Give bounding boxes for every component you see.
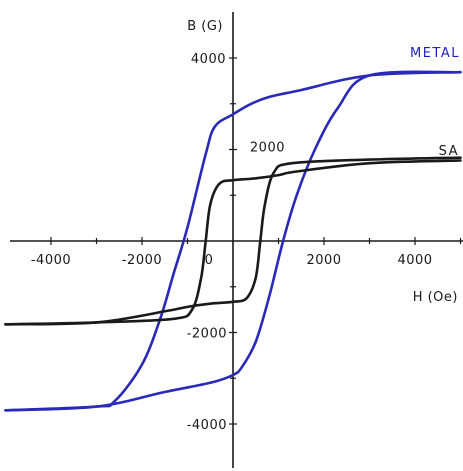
x-tick-label: 4000 xyxy=(397,253,432,268)
y-axis-title: B (G) xyxy=(187,19,223,34)
x-tick-label: 2000 xyxy=(306,253,341,268)
series-label-sa: SA xyxy=(439,144,459,159)
x-tick-label: 0 xyxy=(205,253,214,268)
y-tick-label: 4000 xyxy=(191,52,226,67)
series-label-metal: METAL xyxy=(410,46,460,61)
series-sa-upper-branch xyxy=(4,159,462,326)
tick-labels: -4000 -2000 0 2000 4000 -4000 -2000 2000 4000 xyxy=(31,52,432,433)
axes xyxy=(10,12,463,468)
chart-labels: B (G) H (Oe) METAL SA xyxy=(187,19,460,305)
curves xyxy=(4,70,462,412)
x-axis-title: H (Oe) xyxy=(413,290,458,305)
y-tick-label: 2000 xyxy=(250,141,285,156)
x-tick-label: -4000 xyxy=(31,253,71,268)
axis-ticks xyxy=(50,57,462,425)
x-tick-label: -2000 xyxy=(122,253,162,268)
y-tick-label: -2000 xyxy=(187,327,227,342)
series-metal-lower-branch xyxy=(4,70,462,412)
y-tick-label: -4000 xyxy=(187,418,227,433)
series-metal-upper-branch xyxy=(4,70,462,412)
series-sa-lower-branch xyxy=(4,156,462,326)
